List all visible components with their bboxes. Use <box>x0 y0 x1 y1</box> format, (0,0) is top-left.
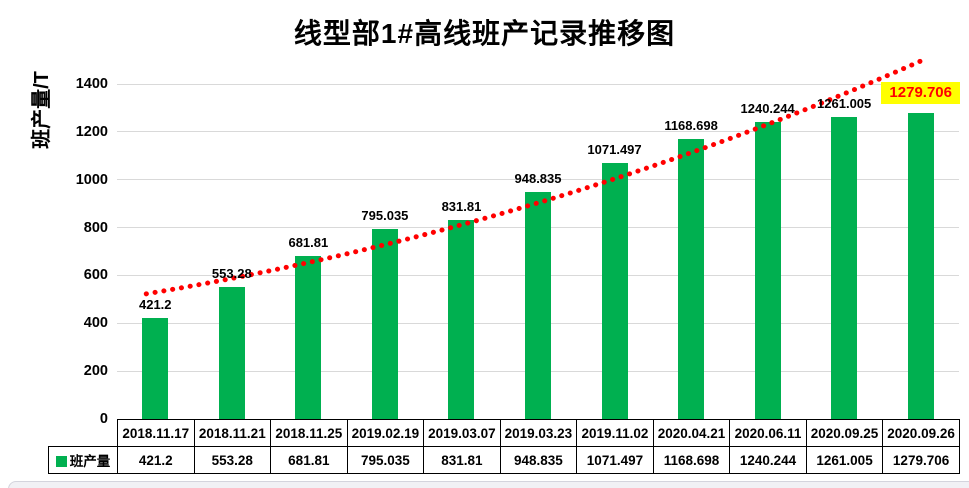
table-date-cell: 2019.03.07 <box>423 419 501 447</box>
table-row-values: 班产量 421.2 553.28 681.81 795.035 831.81 948.83… <box>48 446 960 474</box>
y-tick-label: 1000 <box>75 171 108 188</box>
legend-swatch-icon <box>55 456 67 467</box>
table-row-dates: 2018.11.17 2018.11.21 2018.11.25 2019.02.19… <box>49 419 960 447</box>
chart-title: 线型部1#高线班产记录推移图 <box>293 18 676 49</box>
bar <box>678 139 705 419</box>
y-tick-label: 400 <box>83 315 108 332</box>
table-value-cell: 1168.698 <box>652 446 731 474</box>
table-date-cell: 2020.04.21 <box>652 419 731 447</box>
bar-data-label: 553.28 <box>211 265 252 281</box>
table-value-cell: 1261.005 <box>805 446 884 474</box>
y-tick-label: 800 <box>83 219 108 236</box>
table-date-cell: 2019.03.23 <box>499 419 578 447</box>
table-value-cell: 831.81 <box>423 446 501 474</box>
table-value-cell: 948.835 <box>499 446 578 474</box>
bar-data-label: 1168.698 <box>664 118 718 134</box>
gridline <box>117 83 959 85</box>
data-table: 2018.11.17 2018.11.21 2018.11.25 2019.02.19… <box>48 419 960 474</box>
table-value-cell: 1240.244 <box>729 446 807 474</box>
table-value-cell: 795.035 <box>346 446 425 474</box>
bar <box>448 219 475 419</box>
window-edge <box>8 481 969 488</box>
table-value-cell: 421.2 <box>117 446 195 474</box>
bar-data-label: 1240.244 <box>740 101 795 117</box>
y-tick-label: 200 <box>83 363 108 380</box>
table-value-cell: 681.81 <box>270 446 348 474</box>
y-tick-label: 0 <box>99 411 108 427</box>
table-date-cell: 2020.09.25 <box>805 419 884 447</box>
table-date-cell: 2020.09.26 <box>882 419 960 447</box>
bar-data-label: 948.835 <box>514 170 562 186</box>
bar <box>295 255 322 419</box>
table-date-cell: 2018.11.25 <box>270 419 348 447</box>
table-date-cell: 2018.11.17 <box>117 419 195 447</box>
y-tick-label: 1400 <box>75 76 108 92</box>
table-value-cell: 553.28 <box>193 446 272 474</box>
bar <box>831 117 858 419</box>
y-tick-label: 600 <box>83 267 108 284</box>
bar-data-label: 1071.497 <box>587 141 642 157</box>
bar-data-label: 1279.706 <box>866 81 969 104</box>
bar-data-label: 681.81 <box>288 234 329 250</box>
bar <box>371 228 398 419</box>
bar <box>907 112 934 419</box>
table-date-cell: 2019.11.02 <box>576 419 654 447</box>
bar <box>218 286 245 419</box>
bar-data-label: 421.2 <box>138 297 172 313</box>
bar <box>601 162 628 419</box>
legend-label: 班产量 <box>69 454 111 469</box>
bar <box>754 122 781 419</box>
table-date-cell: 2020.06.11 <box>729 419 807 447</box>
y-axis-title: 班产量/T <box>31 71 53 149</box>
legend-cell: 班产量 <box>48 446 118 474</box>
bar-data-label: 795.035 <box>361 207 409 223</box>
bar-data-label: 831.81 <box>441 198 482 214</box>
table-value-cell: 1071.497 <box>576 446 654 474</box>
table-date-cell: 2018.11.21 <box>193 419 272 447</box>
bar <box>142 318 169 419</box>
table-corner-blank <box>49 420 118 447</box>
bar <box>525 191 551 419</box>
y-tick-label: 1200 <box>75 123 108 140</box>
bar-data-label: 1261.005 <box>817 96 872 112</box>
table-value-cell: 1279.706 <box>882 446 960 474</box>
table-date-cell: 2019.02.19 <box>346 419 425 447</box>
